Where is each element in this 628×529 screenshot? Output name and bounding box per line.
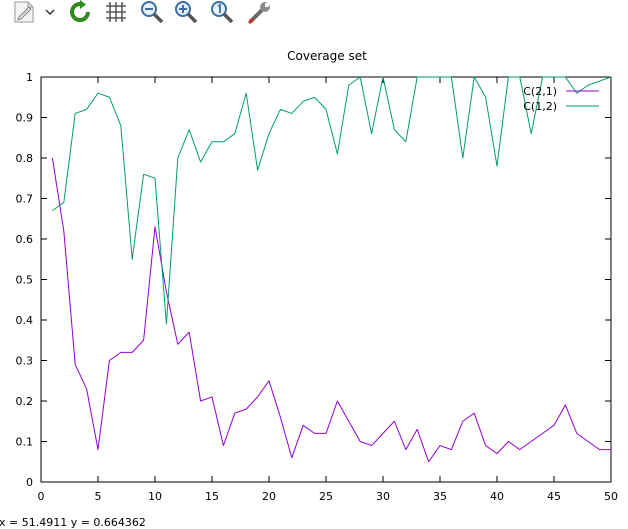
legend: C(2,1) C(1,2)	[523, 85, 599, 113]
zoom-out-icon[interactable]	[138, 0, 166, 24]
series-line-1	[52, 76, 612, 325]
toolbar	[0, 0, 628, 28]
x-tick-label: 45	[547, 490, 561, 503]
replot-icon[interactable]	[66, 0, 94, 24]
status-bar: x = 51.4911 y = 0.664362	[0, 516, 628, 529]
x-tick-label: 15	[205, 490, 219, 503]
grid-icon[interactable]	[102, 0, 130, 24]
series-line-0	[51, 157, 611, 463]
y-tick-label: 0.1	[16, 436, 34, 449]
y-tick-label: 0.4	[16, 314, 34, 327]
settings-wrench-icon[interactable]	[246, 0, 274, 24]
export-dropdown-chevron-icon[interactable]	[42, 0, 58, 24]
chart-title: Coverage set	[287, 49, 367, 63]
plot-frame	[40, 76, 612, 483]
export-icon[interactable]	[8, 0, 38, 24]
x-tick-label: 25	[319, 490, 333, 503]
x-tick-label: 5	[95, 490, 102, 503]
y-tick-label: 0.3	[16, 355, 34, 368]
x-tick-label: 10	[148, 490, 162, 503]
axis-ticks	[40, 76, 612, 483]
x-tick-label: 0	[38, 490, 45, 503]
x-tick-label: 50	[604, 490, 618, 503]
y-tick-label: 0.2	[16, 395, 34, 408]
x-tick-labels: 0 5 10 15 20 25 30 35 40 45 50	[38, 490, 619, 503]
legend-label: C(1,2)	[523, 100, 557, 113]
y-tick-label: 0.9	[16, 112, 34, 125]
cursor-coordinates: x = 51.4911 y = 0.664362	[0, 516, 146, 529]
legend-label: C(2,1)	[523, 85, 557, 98]
zoom-in-icon[interactable]	[172, 0, 200, 24]
x-tick-label: 40	[490, 490, 504, 503]
y-tick-label: 0.6	[16, 233, 34, 246]
plot-border	[40, 76, 612, 483]
series-lines	[51, 76, 612, 463]
zoom-original-icon[interactable]	[208, 0, 236, 24]
chart[interactable]: Coverage set 0 5 10 15 20 25 30 35 40 45 50 0 0.1 0.…	[0, 28, 628, 516]
y-tick-labels: 0 0.1 0.2 0.3 0.4 0.5 0.6 0.7 0.8 0.9 1	[16, 71, 34, 489]
y-tick-label: 0.8	[16, 152, 34, 165]
y-tick-label: 0	[26, 476, 33, 489]
y-tick-label: 1	[26, 71, 33, 84]
x-tick-label: 30	[376, 490, 390, 503]
x-tick-label: 35	[433, 490, 447, 503]
y-tick-label: 0.7	[16, 193, 34, 206]
x-tick-label: 20	[262, 490, 276, 503]
y-tick-label: 0.5	[16, 274, 34, 287]
